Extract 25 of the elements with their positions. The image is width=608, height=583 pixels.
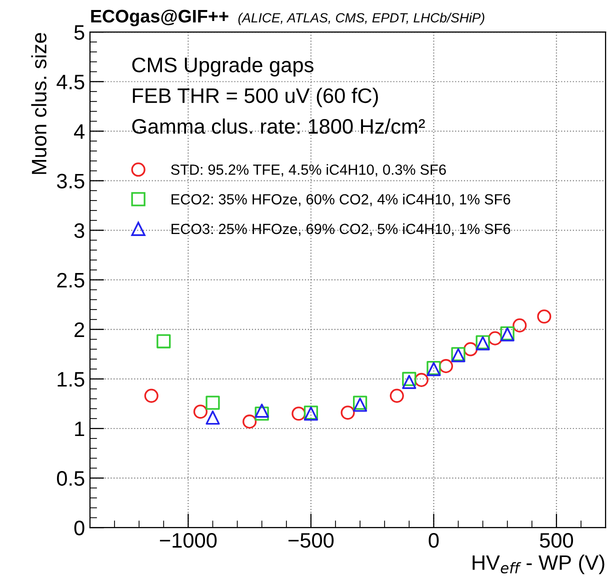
y-tick-label: 0.5 xyxy=(56,471,84,486)
y-tick-label: 1.5 xyxy=(58,372,84,387)
legend-label: ECO3: 25% HFOze, 69% CO2, 5% iC4H10, 1% SF6 xyxy=(172,223,510,236)
y-tick-label: 3 xyxy=(74,223,84,238)
annotation: CMS Upgrade gaps xyxy=(132,57,314,76)
y-tick-label: 0 xyxy=(74,520,84,536)
annotation: Gamma clus. rate: 1800 Hz/cm² xyxy=(132,118,425,134)
y-axis-title: Muon clus. size xyxy=(31,32,46,174)
y-tick-label: 1 xyxy=(75,422,84,436)
y-tick-label: 2 xyxy=(74,322,84,337)
x-axis-title: HV$_{eff}$ - WP (V) xyxy=(472,554,604,574)
x-tick-label: 0 xyxy=(428,533,439,548)
x-tick-label: −500 xyxy=(288,533,334,548)
y-tick-label: 5 xyxy=(74,25,84,40)
y-tick-label: 4 xyxy=(74,124,85,139)
legend-label: ECO2: 35% HFOze, 60% CO2, 4% iC4H10, 1% SF6 xyxy=(172,194,510,206)
x-tick-label: −1000 xyxy=(160,533,217,548)
y-tick-label: 2.5 xyxy=(57,272,84,288)
y-tick-label: 4.5 xyxy=(56,74,84,90)
chart-subtitle: (ALICE, ATLAS, CMS, EPDT, LHCb/SHiP) xyxy=(238,12,484,26)
chart-title: ECOgas@GIF++ xyxy=(91,10,228,26)
y-tick-label: 3.5 xyxy=(56,174,84,188)
annotation: FEB THR = 500 uV (60 fC) xyxy=(132,88,378,108)
x-tick-label: 500 xyxy=(540,533,574,548)
legend-label: STD: 95.2% TFE, 4.5% iC4H10, 0.3% SF6 xyxy=(171,164,446,177)
